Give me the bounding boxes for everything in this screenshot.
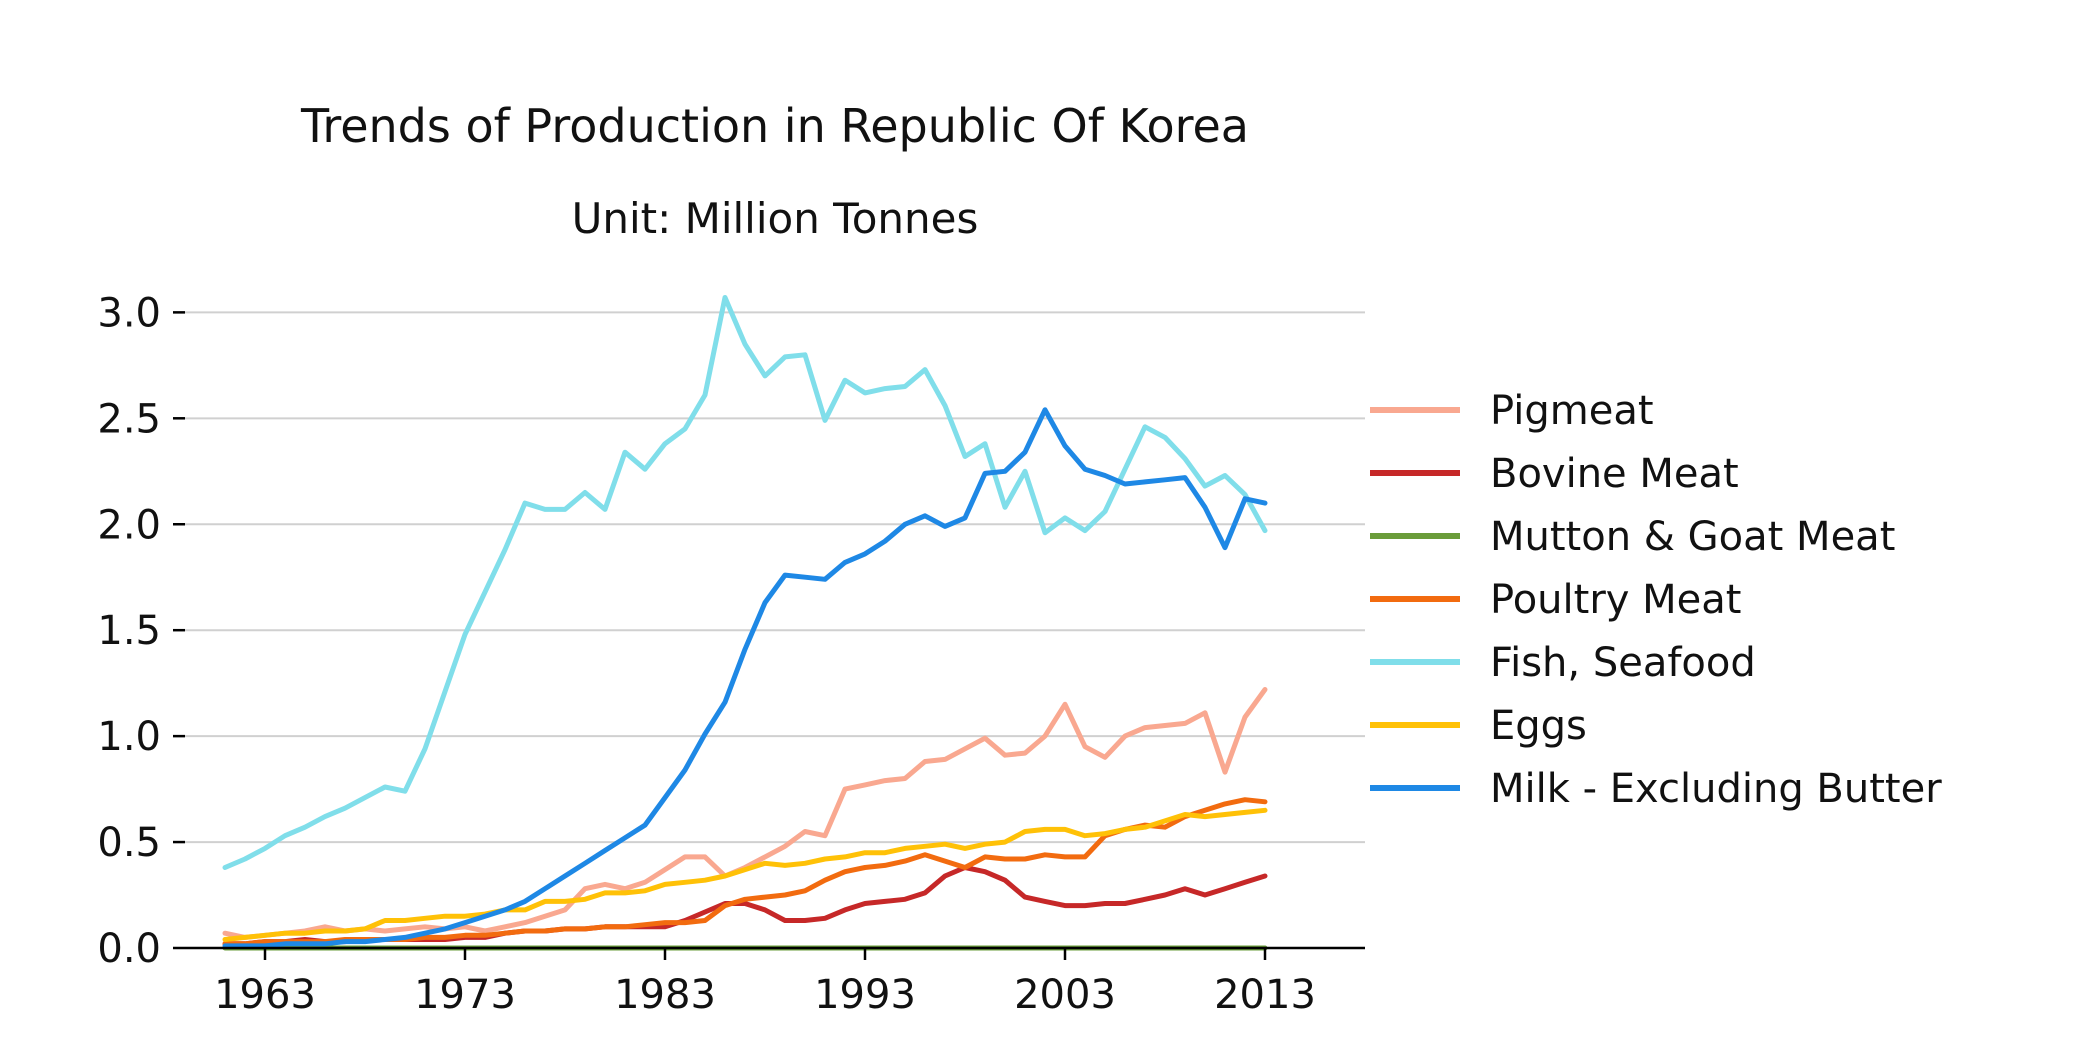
x-tick-label: 2013: [1214, 972, 1316, 1018]
legend-item: Fish, Seafood: [1370, 640, 1756, 686]
y-tick-label: 3.0: [97, 290, 161, 336]
series-line-milk-excluding-butter: [222, 407, 1268, 949]
x-tick-label: 1983: [614, 972, 716, 1018]
axes: 0.0 0.5 1.0 1.5 2.0 2.5 3.0 1963 1973 1983 1993 200…: [97, 290, 1365, 1018]
legend-item: Eggs: [1370, 703, 1587, 749]
y-tick-label: 2.5: [97, 396, 161, 442]
legend-label: Milk - Excluding Butter: [1490, 766, 1942, 812]
x-tick-label: 1973: [414, 972, 516, 1018]
legend-label: Eggs: [1490, 703, 1587, 749]
legend-item: Pigmeat: [1370, 388, 1654, 434]
y-tick-label: 0.5: [97, 820, 161, 866]
y-tick-label: 0.0: [97, 926, 161, 972]
legend: Pigmeat Bovine Meat Mutton & Goat Meat Poul…: [1370, 388, 1942, 812]
legend-label: Bovine Meat: [1490, 451, 1739, 497]
gridlines: [185, 311, 1365, 844]
legend-label: Pigmeat: [1490, 388, 1654, 434]
series-lines: [222, 295, 1268, 951]
x-tick-label: 1993: [814, 972, 916, 1018]
legend-item: Bovine Meat: [1370, 451, 1739, 497]
chart-subtitle: Unit: Million Tonnes: [572, 194, 979, 243]
series-line-eggs: [222, 807, 1268, 942]
legend-item: Mutton & Goat Meat: [1370, 514, 1895, 560]
legend-item: Milk - Excluding Butter: [1370, 766, 1942, 812]
y-tick-label: 2.0: [97, 502, 161, 548]
legend-label: Mutton & Goat Meat: [1490, 514, 1895, 560]
legend-item: Poultry Meat: [1370, 577, 1741, 623]
legend-label: Poultry Meat: [1490, 577, 1741, 623]
series-line-fish-seafood: [222, 295, 1268, 870]
legend-label: Fish, Seafood: [1490, 640, 1756, 686]
y-tick-label: 1.0: [97, 714, 161, 760]
x-tick-label: 2003: [1014, 972, 1116, 1018]
chart-title: Trends of Production in Republic Of Kore…: [300, 99, 1249, 153]
x-tick-label: 1963: [214, 972, 316, 1018]
y-tick-label: 1.5: [97, 608, 161, 654]
